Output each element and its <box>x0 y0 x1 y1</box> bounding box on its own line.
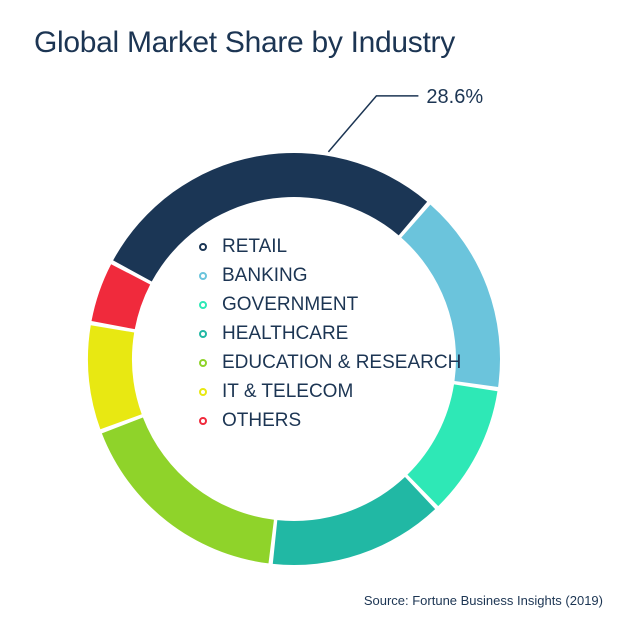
legend-marker <box>199 416 207 425</box>
legend-marker <box>199 329 207 338</box>
slice-education-research <box>101 417 274 564</box>
legend-label: GOVERNMENT <box>222 293 359 315</box>
data-label: 28.6% <box>426 86 483 108</box>
legend-item: BANKING <box>199 261 461 290</box>
legend-marker <box>199 300 207 309</box>
legend-item: RETAIL <box>199 232 461 261</box>
slice-healthcare <box>272 477 436 566</box>
slice-retail <box>113 152 428 282</box>
source-note: Source: Fortune Business Insights (2019) <box>363 593 603 608</box>
callout-line <box>327 95 419 153</box>
chart-title: Global Market Share by Industry <box>34 26 455 59</box>
legend-item: GOVERNMENT <box>199 290 461 319</box>
legend-marker <box>199 271 207 280</box>
slice-government <box>407 384 498 507</box>
donut-slices <box>88 152 500 566</box>
legend-label: RETAIL <box>222 235 288 257</box>
slice-others <box>91 264 151 330</box>
legend-label: IT & TELECOM <box>222 380 354 402</box>
legend-marker <box>199 358 207 367</box>
legend-label: OTHERS <box>222 409 302 431</box>
slice-banking <box>401 204 500 387</box>
data-label-callouts: 28.6% <box>327 86 483 153</box>
legend-marker <box>199 387 207 396</box>
legend-marker <box>199 242 207 251</box>
legend-label: EDUCATION & RESEARCH <box>222 351 462 373</box>
legend: RETAIL BANKING GOVERNMENT HEALTHCARE EDUCATI… <box>199 232 461 435</box>
legend-label: HEALTHCARE <box>222 322 349 344</box>
legend-item: OTHERS <box>199 406 461 435</box>
legend-label: BANKING <box>222 264 308 286</box>
slice-it-telecom <box>88 325 142 430</box>
legend-item: EDUCATION & RESEARCH <box>199 348 461 377</box>
legend-item: HEALTHCARE <box>199 319 461 348</box>
legend-item: IT & TELECOM <box>199 377 461 406</box>
